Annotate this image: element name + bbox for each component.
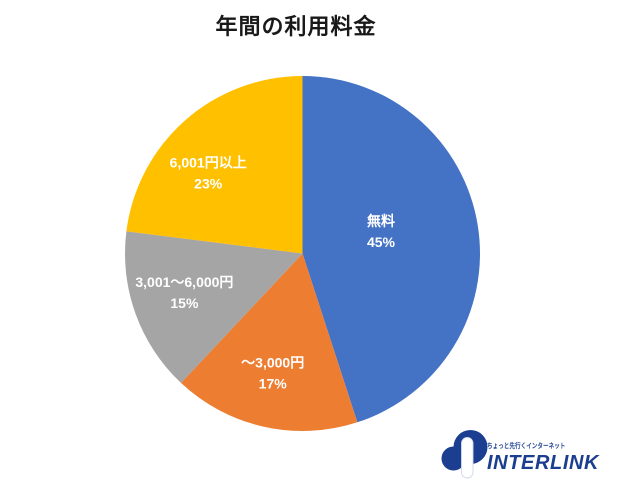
pie-slice-0	[302, 76, 480, 423]
interlink-logo: ちょっと先行くインターネット INTERLINK	[440, 428, 618, 494]
chart-title: 年間の利用料金	[215, 14, 377, 39]
pie-slice-label-3: 6,001円以上 23%	[170, 155, 247, 192]
pie-slice-1	[180, 253, 358, 431]
logo-small-circle	[441, 446, 466, 471]
logo-i-bar	[461, 437, 474, 479]
logo-brand: INTERLINK	[487, 452, 600, 474]
interlink-cloud-icon	[441, 430, 488, 479]
pie-slice-3	[126, 76, 303, 254]
logo-text-block: ちょっと先行くインターネット INTERLINK	[487, 441, 599, 473]
pie-slice-2	[124, 231, 303, 383]
logo-tagline: ちょっと先行くインターネット	[487, 443, 566, 450]
pie-slice-label-1: ～3,000円 17%	[241, 354, 304, 391]
pie-slice-label-2: 3,001～6,000円 15%	[135, 274, 233, 311]
pie-slice-label-0: 無料 45%	[367, 213, 396, 250]
